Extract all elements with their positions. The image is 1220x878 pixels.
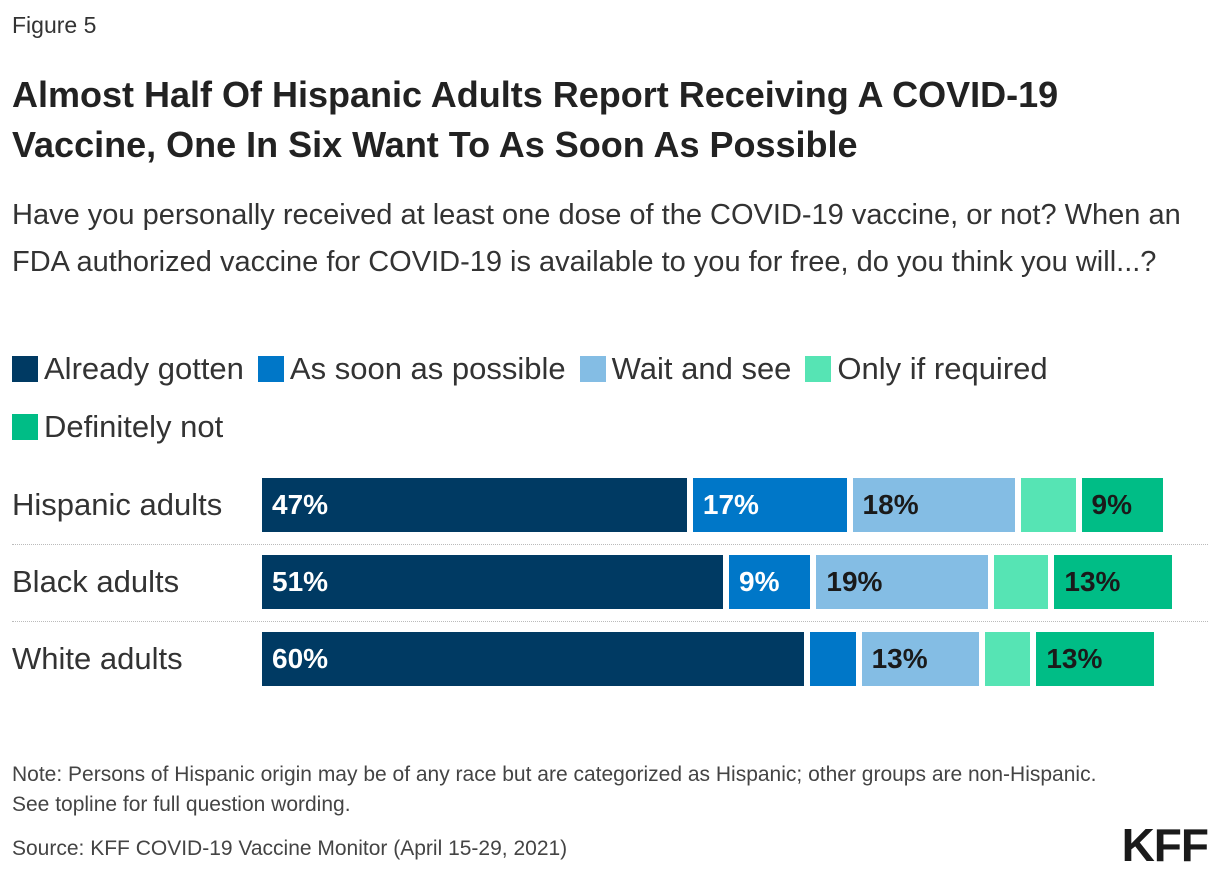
- bar-segment-definitely-not: 13%: [1036, 632, 1154, 686]
- data-label: 60%: [272, 643, 329, 674]
- footnote: Note: Persons of Hispanic origin may be …: [12, 763, 1097, 816]
- legend-item-as-soon-as-possible: As soon as possible: [257, 348, 566, 390]
- data-label: 51%: [272, 566, 329, 597]
- bar-segment-already-gotten: 47%: [262, 478, 687, 532]
- data-label: 13%: [871, 643, 928, 674]
- legend-swatch: [12, 414, 38, 440]
- figure-label: Figure 5: [12, 12, 97, 38]
- bar-row-hispanic-adults: Hispanic adults 47% 17% 18% 9%: [0, 478, 1210, 532]
- stacked-bar-chart: Hispanic adults 47% 17% 18% 9% Black adults 51…: [0, 470, 1220, 700]
- bar-segment-only-if-required: [994, 555, 1049, 609]
- data-label: 17%: [702, 489, 759, 520]
- data-label: 19%: [826, 566, 883, 597]
- legend-item-wait-and-see: Wait and see: [579, 348, 792, 390]
- data-label: 9%: [1091, 489, 1132, 520]
- kff-logo: KFF: [1121, 819, 1209, 871]
- legend-label: Definitely not: [44, 409, 224, 444]
- legend-label: As soon as possible: [289, 351, 566, 386]
- legend-label: Already gotten: [44, 351, 244, 386]
- data-label: 13%: [1064, 566, 1121, 597]
- bar-segment-already-gotten: 51%: [262, 555, 724, 609]
- bar-segment-definitely-not: 9%: [1081, 478, 1163, 532]
- source-line: Source: KFF COVID-19 Vaccine Monitor (Ap…: [12, 837, 568, 860]
- data-label: 47%: [272, 489, 329, 520]
- legend-label: Wait and see: [611, 351, 792, 386]
- legend-label: Only if required: [837, 351, 1048, 386]
- data-label: 18%: [862, 489, 919, 520]
- bar-row-white-adults: White adults 60% 13% 13%: [0, 632, 1210, 686]
- legend: Already gotten As soon as possible Wait an…: [12, 348, 1202, 448]
- bar-segment-wait-and-see: 19%: [816, 555, 989, 609]
- chart-title: Almost Half Of Hispanic Adults Report Re…: [12, 74, 1059, 165]
- legend-item-definitely-not: Definitely not: [12, 406, 223, 448]
- data-label: 9%: [739, 566, 780, 597]
- bar-segment-only-if-required: [985, 632, 1031, 686]
- bar-segment-already-gotten: 60%: [262, 632, 805, 686]
- bar-segment-as-soon-as-possible: 17%: [692, 478, 847, 532]
- row-separator: [12, 543, 1208, 545]
- category-label: Hispanic adults: [12, 487, 223, 522]
- legend-swatch: [257, 356, 284, 382]
- row-separator: [12, 620, 1208, 622]
- data-label: 13%: [1046, 643, 1103, 674]
- bar-segment-as-soon-as-possible: 9%: [729, 555, 811, 609]
- chart-subtitle: Have you personally received at least on…: [12, 199, 1181, 278]
- bar-segment-wait-and-see: 18%: [852, 478, 1016, 532]
- category-label: Black adults: [12, 564, 180, 599]
- legend-swatch: [579, 356, 606, 382]
- bar-segment-wait-and-see: 13%: [861, 632, 980, 686]
- bar-segment-definitely-not: 13%: [1054, 555, 1172, 609]
- bar-segment-as-soon-as-possible: [810, 632, 856, 686]
- legend-item-only-if-required: Only if required: [805, 348, 1048, 390]
- category-label: White adults: [12, 641, 183, 676]
- legend-item-already-gotten: Already gotten: [12, 348, 244, 390]
- bar-segment-only-if-required: [1021, 478, 1076, 532]
- legend-swatch: [805, 356, 832, 382]
- bar-row-black-adults: Black adults 51% 9% 19% 13%: [0, 555, 1210, 609]
- legend-swatch: [12, 356, 38, 382]
